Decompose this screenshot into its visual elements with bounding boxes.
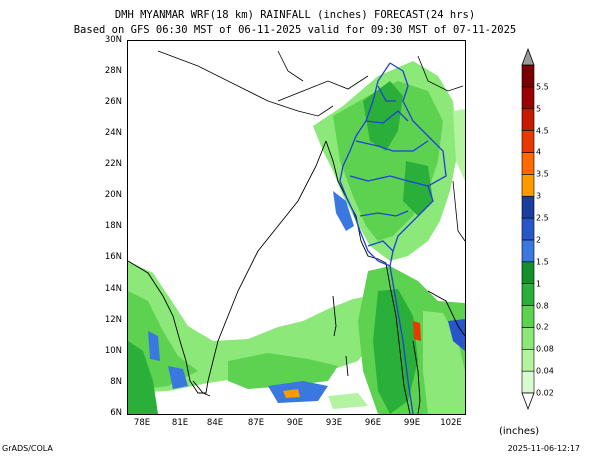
lon-label: 102E bbox=[440, 418, 462, 428]
rainfall-map bbox=[127, 40, 466, 415]
lon-label: 81E bbox=[171, 418, 189, 428]
legend-label: 0.02 bbox=[536, 388, 554, 398]
legend-label: 0.04 bbox=[536, 366, 554, 376]
footer-timestamp: 2025-11-06-12:17 bbox=[507, 444, 580, 453]
legend-swatch bbox=[521, 239, 535, 263]
legend-swatch bbox=[521, 108, 535, 131]
legend-swatch bbox=[521, 327, 535, 350]
lat-label: 20N bbox=[104, 190, 122, 200]
legend-label: 4.5 bbox=[536, 126, 549, 136]
lon-label: 78E bbox=[133, 418, 151, 428]
color-legend: 0.02 0.04 0.08 0.2 0.8 1 1.5 2 2.5 3 3.5 4 4.5 5 5.5 bbox=[520, 45, 590, 415]
legend-unit: (inches) bbox=[499, 426, 540, 437]
legend-label: 3 bbox=[536, 191, 542, 201]
legend-label: 1.5 bbox=[536, 257, 549, 267]
legend-colorbar bbox=[521, 47, 535, 411]
legend-swatch bbox=[521, 217, 535, 241]
lat-label: 16N bbox=[104, 252, 122, 262]
borders bbox=[157, 50, 465, 242]
legend-label: 0.08 bbox=[536, 344, 554, 354]
legend-label: 0.8 bbox=[536, 301, 549, 311]
legend-swatch bbox=[521, 152, 535, 175]
legend-label: 5 bbox=[536, 104, 542, 114]
lon-label: 84E bbox=[206, 418, 224, 428]
lat-label: 22N bbox=[104, 159, 122, 169]
legend-swatch bbox=[521, 195, 535, 219]
lat-label: 6N bbox=[110, 408, 122, 418]
lat-label: 30N bbox=[104, 35, 122, 45]
rainfall-map-canvas bbox=[128, 50, 465, 414]
lon-label: 96E bbox=[364, 418, 382, 428]
rainfall-shading bbox=[128, 61, 465, 414]
legend-swatch bbox=[521, 370, 535, 394]
footer-credit: GrADS/COLA bbox=[2, 444, 53, 453]
legend-swatch bbox=[521, 64, 535, 88]
legend-label: 4 bbox=[536, 147, 542, 157]
lon-label: 93E bbox=[325, 418, 343, 428]
legend-swatch bbox=[521, 86, 535, 110]
lon-label: 99E bbox=[403, 418, 421, 428]
lat-label: 8N bbox=[110, 377, 122, 387]
lon-label: 87E bbox=[247, 418, 265, 428]
legend-swatch bbox=[521, 261, 535, 284]
legend-swatch bbox=[521, 283, 535, 306]
lat-label: 24N bbox=[104, 128, 122, 138]
legend-label: 1 bbox=[536, 279, 542, 289]
legend-label: 2.5 bbox=[536, 213, 549, 223]
myanmar-state-boundaries bbox=[339, 62, 447, 414]
map-title: DMH MYANMAR WRF(18 km) RAINFALL (inches)… bbox=[114, 9, 476, 21]
legend-swatch bbox=[521, 305, 535, 328]
lat-label: 26N bbox=[104, 97, 122, 107]
legend-swatch bbox=[521, 348, 535, 372]
lat-label: 18N bbox=[104, 221, 122, 231]
legend-label: 3.5 bbox=[536, 169, 549, 179]
lat-label: 12N bbox=[104, 315, 122, 325]
legend-swatch bbox=[521, 174, 535, 197]
lat-label: 28N bbox=[104, 66, 122, 76]
lon-label: 90E bbox=[286, 418, 304, 428]
legend-label: 5.5 bbox=[536, 82, 549, 92]
coastlines bbox=[128, 140, 465, 414]
lat-label: 10N bbox=[104, 346, 122, 356]
legend-label: 2 bbox=[536, 235, 542, 245]
legend-swatch bbox=[521, 130, 535, 153]
legend-label: 0.2 bbox=[536, 322, 549, 332]
lat-label: 14N bbox=[104, 284, 122, 294]
map-subtitle: Based on GFS 06:30 MST of 06-11-2025 val… bbox=[73, 24, 517, 36]
